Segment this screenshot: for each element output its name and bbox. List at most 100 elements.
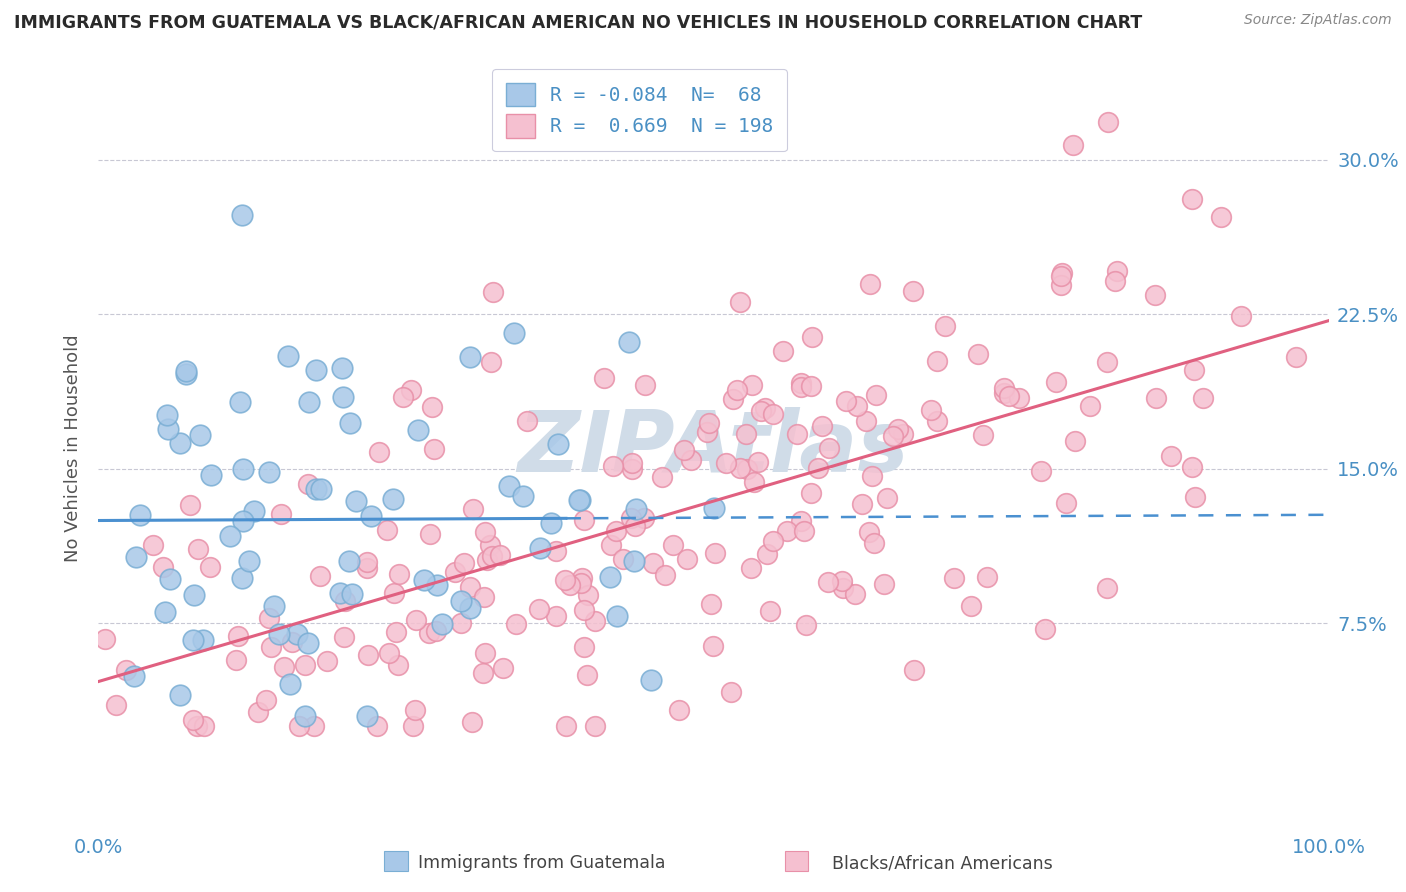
Point — [546, 543, 568, 558]
Point — [260, 640, 283, 655]
Point — [547, 437, 569, 451]
Point — [903, 663, 925, 677]
Point — [728, 460, 751, 475]
Point — [1143, 288, 1166, 302]
Point — [218, 529, 240, 543]
Text: ZIPAtlas: ZIPAtlas — [517, 407, 910, 490]
Point — [243, 504, 266, 518]
Point — [1008, 391, 1031, 405]
Point — [593, 371, 616, 385]
Point — [546, 609, 568, 624]
Point — [619, 510, 641, 524]
Point — [606, 609, 628, 624]
Point — [200, 468, 222, 483]
Point — [555, 719, 578, 733]
Point — [817, 574, 839, 589]
Point — [281, 634, 304, 648]
Point — [934, 319, 956, 334]
Point — [229, 395, 252, 409]
Bar — [785, 851, 808, 871]
Point — [998, 389, 1021, 403]
Point — [404, 703, 426, 717]
Point — [800, 486, 823, 500]
Legend: R = -0.084  N=  68, R =  0.669  N = 198: R = -0.084 N= 68, R = 0.669 N = 198 — [492, 69, 787, 152]
Point — [1192, 391, 1215, 405]
Point — [339, 554, 361, 568]
Point — [702, 639, 724, 653]
Point — [641, 556, 664, 570]
Point — [583, 719, 606, 733]
Point — [776, 524, 799, 539]
Point — [925, 413, 948, 427]
Point — [228, 629, 250, 643]
Point — [993, 381, 1015, 395]
Point — [624, 501, 647, 516]
Point — [942, 571, 965, 585]
Point — [1045, 375, 1067, 389]
Point — [432, 617, 454, 632]
Point — [758, 605, 780, 619]
Point — [125, 549, 148, 564]
Point — [832, 582, 855, 596]
Point — [94, 632, 117, 646]
Point — [444, 565, 467, 579]
Point — [475, 553, 498, 567]
Point — [851, 497, 873, 511]
Point — [1285, 351, 1308, 365]
Point — [179, 499, 201, 513]
Point — [800, 379, 823, 393]
Point — [651, 469, 673, 483]
Point — [602, 458, 624, 473]
Point — [529, 601, 551, 615]
Point — [1097, 114, 1119, 128]
Point — [169, 688, 191, 702]
Point — [461, 715, 484, 730]
Point — [572, 513, 595, 527]
Point — [297, 476, 319, 491]
Point — [794, 618, 817, 632]
Point — [741, 378, 763, 392]
Point — [277, 349, 299, 363]
Point — [762, 534, 785, 549]
Point — [831, 574, 853, 588]
Point — [186, 719, 208, 733]
Point — [723, 392, 745, 406]
Point — [405, 614, 427, 628]
Point — [315, 654, 337, 668]
Point — [472, 590, 495, 604]
Point — [246, 706, 269, 720]
Point — [254, 693, 277, 707]
Point — [790, 376, 813, 391]
Point — [505, 616, 527, 631]
Point — [280, 677, 302, 691]
Point — [193, 632, 215, 647]
Point — [972, 428, 994, 442]
Point — [742, 475, 765, 490]
Point — [737, 462, 759, 476]
Point — [855, 414, 877, 428]
Point — [612, 551, 634, 566]
Point — [356, 561, 378, 575]
Point — [846, 399, 869, 413]
Point — [285, 627, 308, 641]
Point — [755, 547, 778, 561]
Point — [621, 457, 644, 471]
Point — [676, 552, 699, 566]
Point — [474, 646, 496, 660]
Point — [460, 580, 482, 594]
Point — [489, 548, 512, 562]
Point — [1097, 581, 1119, 595]
Point — [811, 418, 834, 433]
Point — [458, 601, 481, 615]
Point — [193, 719, 215, 733]
Point — [623, 518, 645, 533]
Point — [540, 516, 562, 531]
Point — [679, 453, 702, 467]
Point — [302, 719, 325, 733]
Point — [1105, 264, 1128, 278]
Point — [583, 615, 606, 629]
Point — [807, 460, 830, 475]
Point — [367, 444, 389, 458]
Point — [502, 326, 524, 341]
Point — [232, 462, 254, 476]
